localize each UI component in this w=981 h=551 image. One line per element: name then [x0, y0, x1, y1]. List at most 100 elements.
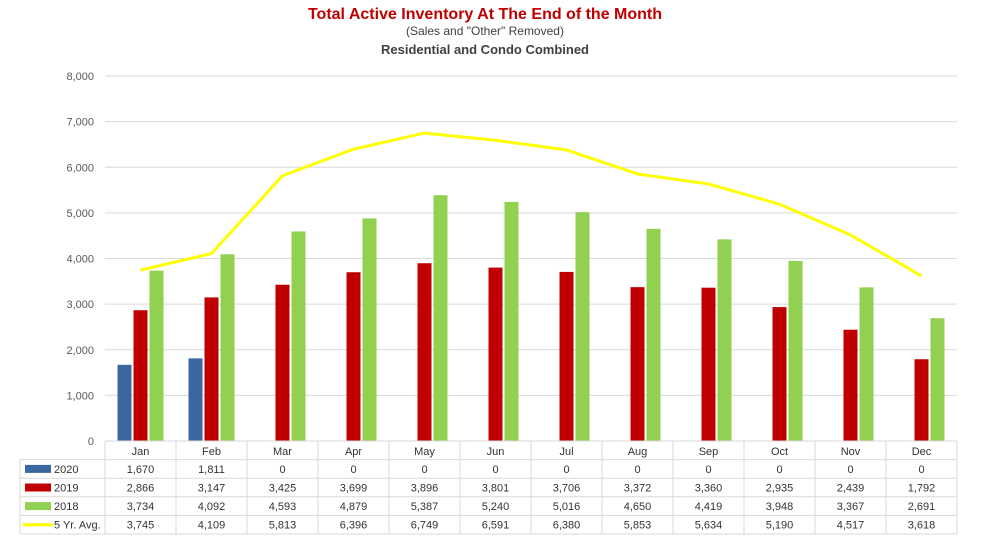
bar-2019 — [133, 310, 148, 441]
table-cell: 0 — [563, 464, 569, 476]
table-cell: 6,380 — [553, 520, 581, 532]
average-line — [140, 131, 923, 278]
bar-2019 — [843, 329, 858, 441]
chart-title: Total Active Inventory At The End of the… — [308, 6, 662, 23]
bar-2019 — [914, 359, 929, 441]
table-cell: 4,650 — [624, 501, 652, 513]
category-label: Dec — [912, 446, 932, 458]
bar-2019 — [275, 284, 290, 441]
y-tick-label: 6,000 — [66, 162, 94, 174]
table-cell: 4,879 — [340, 501, 368, 513]
table-cell: 5,240 — [482, 501, 510, 513]
category-label: Sep — [699, 446, 719, 458]
bar-2018 — [717, 239, 732, 441]
table-cell: 4,419 — [695, 501, 723, 513]
table-cell: 0 — [634, 464, 640, 476]
table-cell: 3,699 — [340, 483, 368, 495]
table-cell: 0 — [847, 464, 853, 476]
table-cell: 6,749 — [411, 520, 439, 532]
y-axis: 0 1,000 2,000 3,000 4,000 5,000 6,000 7,000 8,00… — [66, 71, 94, 448]
category-label: Jul — [559, 446, 573, 458]
table-cell: 2,935 — [766, 483, 794, 495]
chart-subtitle: (Sales and "Other" Removed) — [406, 24, 564, 38]
bar-2019 — [559, 271, 574, 441]
bar-2019 — [772, 307, 787, 441]
table-cell: 6,591 — [482, 520, 510, 532]
bar-2018 — [149, 270, 164, 441]
table-cell: 3,372 — [624, 483, 652, 495]
legend-swatch — [25, 483, 51, 492]
table-cell: 2,439 — [837, 483, 865, 495]
table-cell: 4,092 — [198, 501, 226, 513]
category-label: Jan — [132, 446, 150, 458]
table-cell: 1,792 — [908, 483, 936, 495]
y-tick-label: 2,000 — [66, 345, 94, 357]
legend-label: 2019 — [54, 483, 78, 495]
table-cell: 2,691 — [908, 501, 936, 513]
table-cell: 1,811 — [198, 464, 225, 476]
y-tick-label: 7,000 — [66, 117, 94, 129]
table-cell: 4,109 — [198, 520, 226, 532]
table-cell: 3,801 — [482, 483, 510, 495]
bar-2019 — [701, 287, 716, 441]
category-label: Mar — [273, 446, 292, 458]
y-tick-label: 5,000 — [66, 208, 94, 220]
table-cell: 3,360 — [695, 483, 723, 495]
bar-2018 — [220, 254, 235, 441]
category-label: Feb — [202, 446, 221, 458]
data-table: Jan Feb Mar Apr May Jun Jul Aug Sep Oct Nov Dec 2020… — [19, 440, 958, 535]
y-tick-label: 8,000 — [66, 71, 94, 83]
legend-swatch — [25, 502, 51, 511]
table-cell: 0 — [705, 464, 711, 476]
avg-line — [140, 131, 923, 278]
bar-2018 — [859, 287, 874, 441]
table-cell: 3,618 — [908, 520, 936, 532]
table-cell: 4,593 — [269, 501, 297, 513]
table-cell: 5,853 — [624, 520, 652, 532]
bar-2020 — [188, 358, 203, 441]
bar-2020 — [117, 364, 132, 441]
table-cell: 0 — [776, 464, 782, 476]
category-label: Apr — [345, 446, 362, 458]
y-tick-label: 1,000 — [66, 390, 94, 402]
table-cell: 5,387 — [411, 501, 439, 513]
category-label: Nov — [841, 446, 861, 458]
bar-2018 — [788, 260, 803, 441]
table-cell: 3,367 — [837, 501, 865, 513]
table-cell: 5,634 — [695, 520, 723, 532]
table-cell: 3,147 — [198, 483, 226, 495]
table-cell: 2,866 — [127, 483, 155, 495]
table-cell: 0 — [421, 464, 427, 476]
bar-2018 — [433, 195, 448, 441]
category-label: May — [414, 446, 435, 458]
bar-2019 — [204, 297, 219, 441]
category-label: Oct — [771, 446, 788, 458]
y-tick-label: 3,000 — [66, 299, 94, 311]
bar-2018 — [930, 318, 945, 441]
table-cell: 0 — [492, 464, 498, 476]
table-cell: 1,670 — [127, 464, 155, 476]
table-cell: 0 — [279, 464, 285, 476]
table-cell: 5,813 — [269, 520, 297, 532]
bar-2019 — [346, 272, 361, 441]
category-label: Aug — [628, 446, 648, 458]
table-cell: 5,190 — [766, 520, 794, 532]
table-cell: 3,948 — [766, 501, 794, 513]
bar-2019 — [417, 263, 432, 441]
bar-2018 — [362, 218, 377, 441]
table-cell: 6,396 — [340, 520, 368, 532]
bar-2019 — [630, 287, 645, 441]
legend-label: 2020 — [54, 464, 78, 476]
category-label: Jun — [487, 446, 505, 458]
bar-2018 — [504, 201, 519, 441]
legend-label: 2018 — [54, 501, 78, 513]
bar-2018 — [291, 231, 306, 441]
table-cell: 0 — [350, 464, 356, 476]
y-tick-label: 0 — [88, 436, 94, 448]
table-cell: 3,896 — [411, 483, 439, 495]
bar-2019 — [488, 267, 503, 441]
y-tick-label: 4,000 — [66, 254, 94, 266]
table-cell: 3,745 — [127, 520, 155, 532]
table-cell: 3,734 — [127, 501, 155, 513]
